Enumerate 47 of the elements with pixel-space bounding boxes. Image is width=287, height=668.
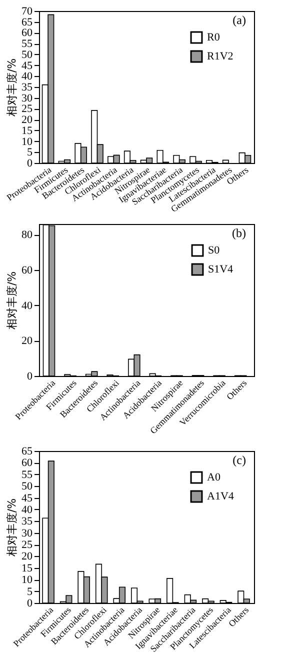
y-tick-label: 55 — [22, 38, 33, 50]
y-tick-label: 40 — [22, 504, 33, 516]
y-tick-label: 20 — [22, 550, 33, 563]
y-tick-label: 25 — [22, 539, 33, 552]
legend-label: R0 — [207, 32, 220, 44]
y-tick-label: 65 — [22, 446, 33, 458]
y-tick-label: 30 — [22, 92, 33, 104]
y-tick-label: 55 — [22, 468, 33, 481]
annotation: (c) — [232, 453, 246, 467]
y-tick-label: 70 — [22, 6, 33, 18]
y-axis-title: 相对丰度/% — [6, 498, 18, 557]
y-tick-label: 80 — [22, 229, 33, 242]
y-tick-label: 35 — [22, 516, 33, 528]
y-tick-label: 50 — [22, 480, 33, 493]
y-tick-label: 10 — [22, 136, 33, 148]
y-tick-label: 60 — [22, 457, 33, 470]
annotation: (b) — [232, 226, 246, 240]
legend-label: S1V4 — [208, 264, 234, 276]
y-tick-label: 0 — [27, 598, 33, 610]
y-tick-label: 40 — [22, 300, 33, 312]
y-tick-label: 15 — [22, 562, 33, 574]
y-tick-label: 45 — [22, 492, 33, 504]
annotation: (a) — [232, 13, 246, 27]
y-tick-label: 5 — [27, 146, 33, 159]
y-tick-label: 45 — [22, 60, 33, 72]
y-tick-label: 20 — [22, 114, 33, 126]
y-tick-label: 0 — [27, 158, 33, 170]
bar — [222, 160, 229, 164]
y-axis-title: 相对丰度/% — [6, 271, 18, 330]
y-tick-label: 20 — [22, 335, 33, 348]
y-tick-label: 30 — [22, 527, 33, 540]
y-tick-label: 40 — [22, 70, 33, 83]
y-tick-label: 25 — [22, 103, 33, 116]
y-tick-label: 65 — [22, 16, 33, 28]
y-tick-label: 50 — [22, 48, 33, 61]
y-tick-label: 60 — [22, 264, 33, 276]
y-tick-label: 35 — [22, 82, 33, 94]
y-axis-title: 相对丰度/% — [6, 58, 18, 117]
legend-label: A1V4 — [207, 490, 234, 502]
legend-label: A0 — [207, 472, 221, 484]
y-tick-label: 15 — [22, 124, 33, 137]
y-tick-label: 5 — [27, 586, 33, 598]
y-tick-label: 60 — [22, 27, 33, 40]
legend-label: R1V2 — [207, 50, 234, 62]
legend-label: S0 — [208, 244, 220, 256]
y-tick-label: 0 — [27, 370, 33, 382]
y-tick-label: 10 — [22, 574, 33, 586]
